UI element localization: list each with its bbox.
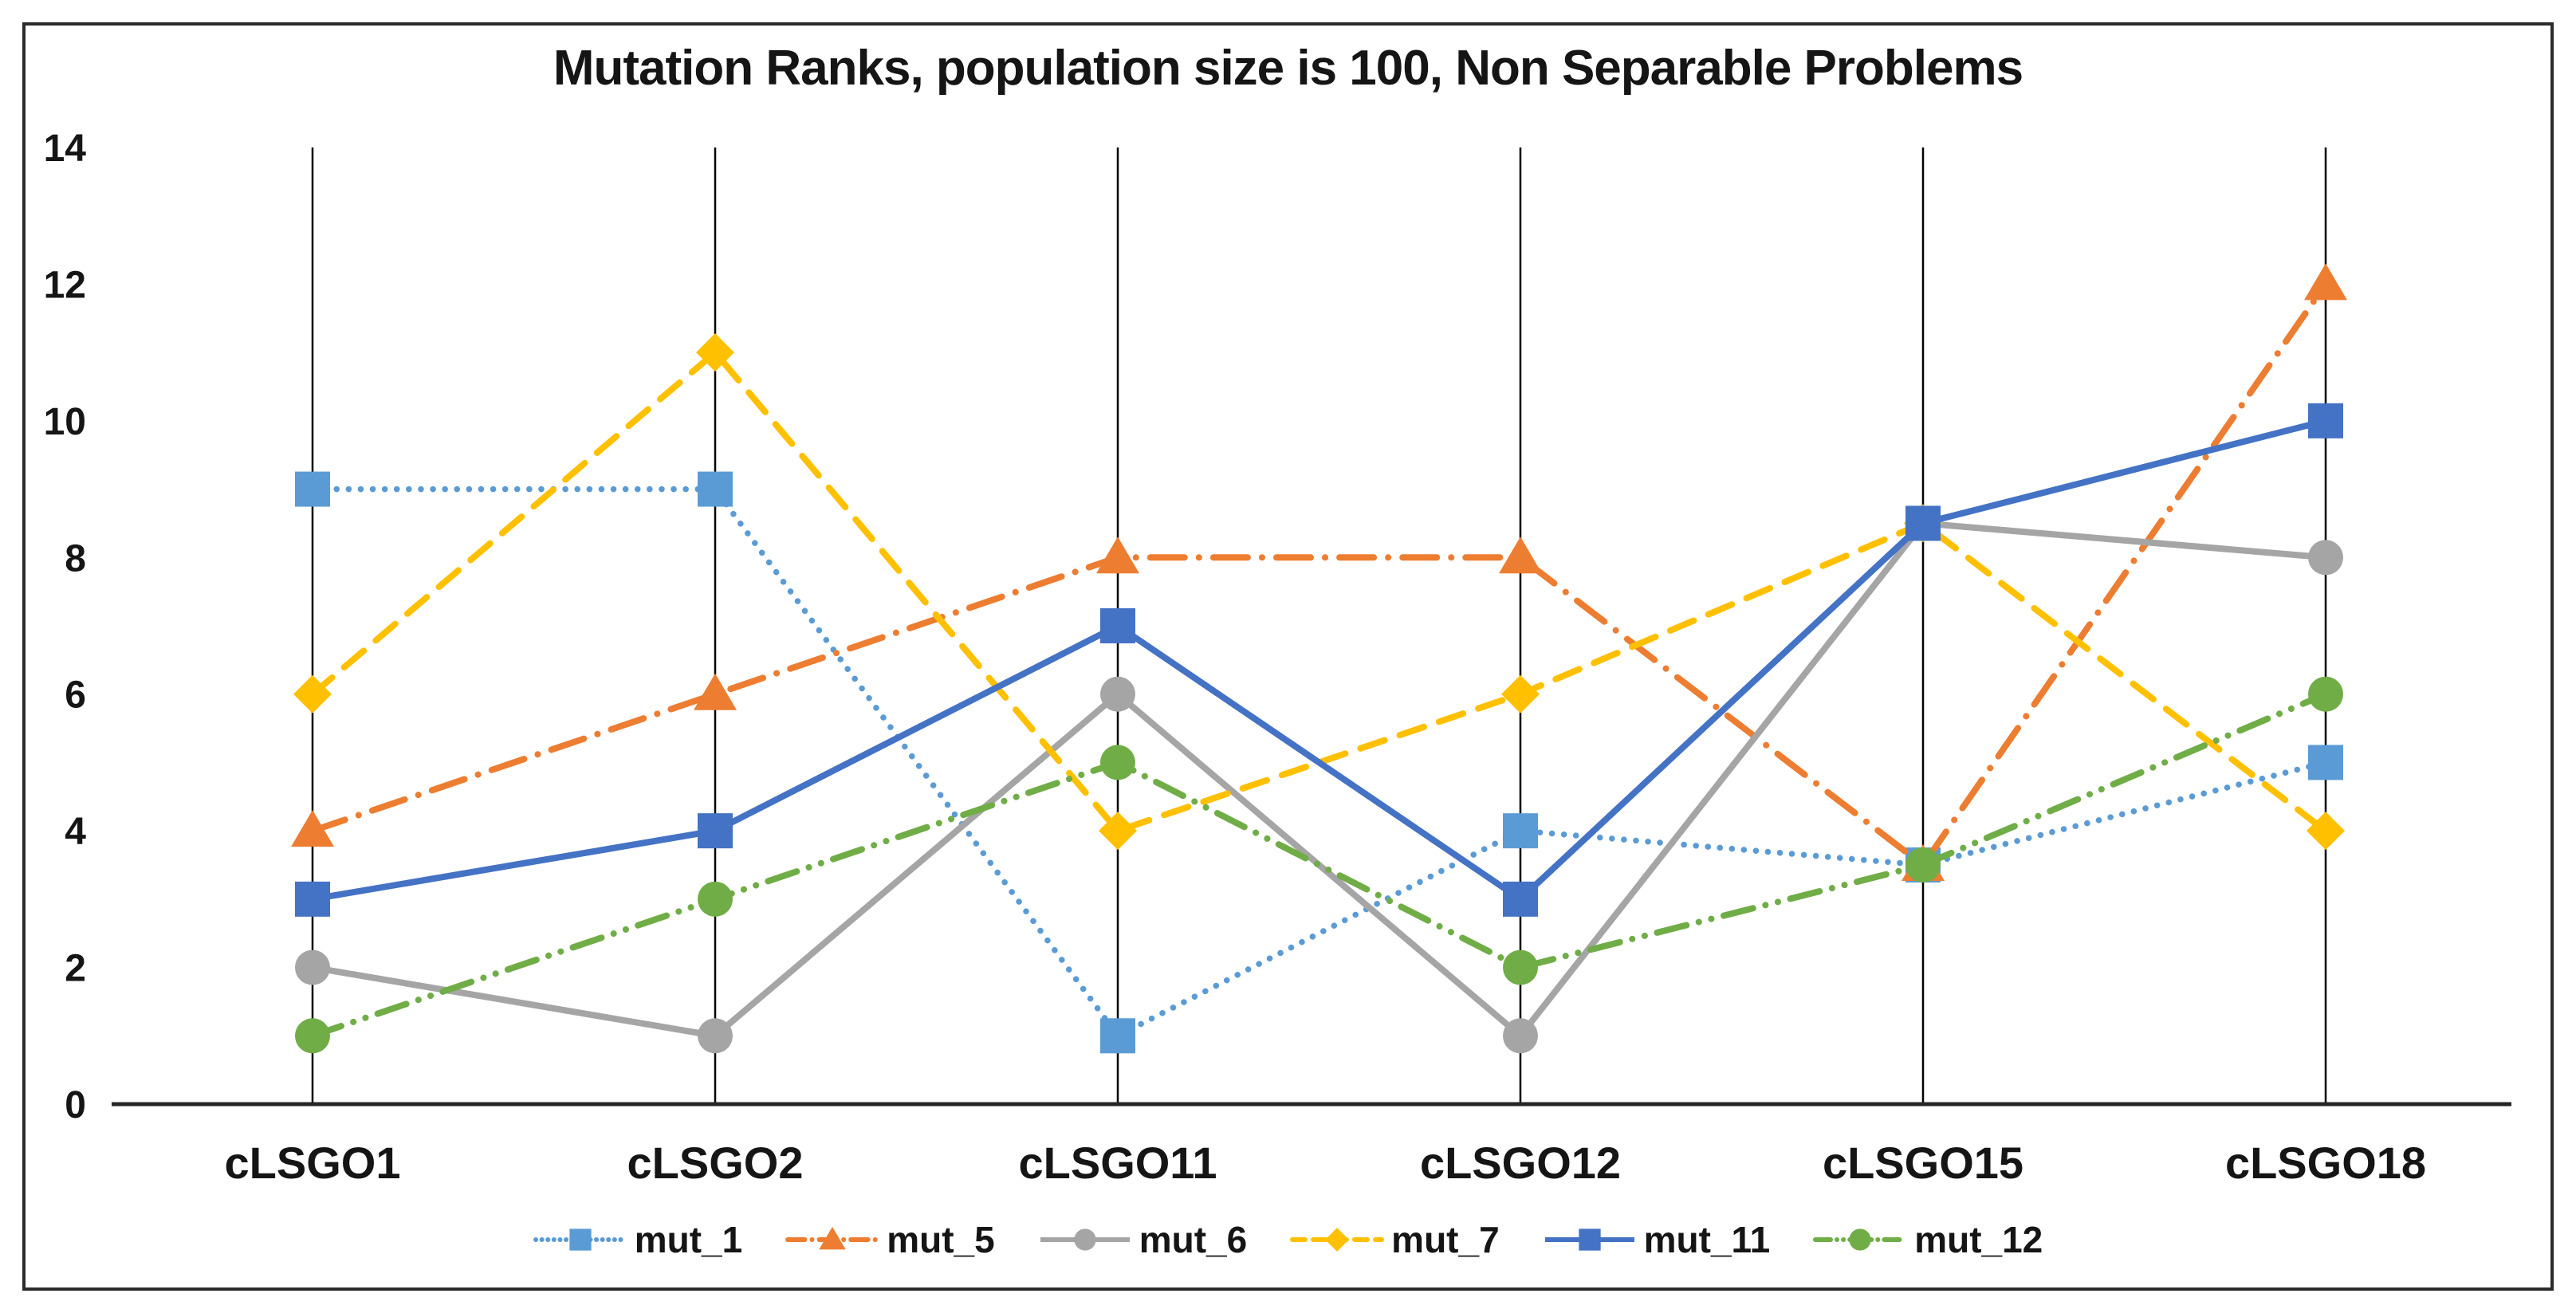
y-tick-label-10: 10 bbox=[44, 401, 86, 443]
marker-mut_11-cLSGO15 bbox=[1905, 505, 1941, 541]
marker-mut_6-cLSGO11 bbox=[1100, 676, 1135, 712]
marker-mut_1-cLSGO1 bbox=[295, 471, 330, 507]
marker-mut_1-cLSGO18 bbox=[2308, 745, 2343, 780]
legend-label-mut_11: mut_11 bbox=[1643, 1219, 1771, 1260]
legend-item-mut_7: mut_7 bbox=[1290, 1218, 1500, 1261]
marker-mut_7-cLSGO18 bbox=[2307, 812, 2345, 851]
legend-marker-mut_6 bbox=[1074, 1228, 1096, 1251]
marker-mut_5-cLSGO18 bbox=[2304, 263, 2347, 301]
y-tick-label-12: 12 bbox=[44, 264, 86, 306]
legend-swatch-mut_1 bbox=[533, 1228, 627, 1251]
marker-mut_5-cLSGO12 bbox=[1499, 537, 1542, 574]
marker-mut_12-cLSGO2 bbox=[698, 881, 733, 917]
legend-swatch-mut_7 bbox=[1290, 1228, 1385, 1252]
legend-marker-mut_1 bbox=[569, 1228, 592, 1251]
legend-label-mut_7: mut_7 bbox=[1391, 1219, 1500, 1260]
legend-marker-mut_12 bbox=[1849, 1228, 1871, 1251]
y-tick-label-4: 4 bbox=[65, 811, 86, 853]
legend-marker-mut_7 bbox=[1325, 1228, 1350, 1252]
legend-item-mut_12: mut_12 bbox=[1813, 1218, 2043, 1261]
category-label-cLSGO18: cLSGO18 bbox=[2225, 1138, 2426, 1188]
marker-mut_12-cLSGO15 bbox=[1905, 847, 1941, 883]
marker-mut_11-cLSGO1 bbox=[295, 881, 330, 917]
legend-swatch-mut_11 bbox=[1544, 1228, 1634, 1251]
category-label-cLSGO1: cLSGO1 bbox=[225, 1138, 401, 1188]
y-tick-label-8: 8 bbox=[65, 537, 86, 580]
legend-marker-mut_5 bbox=[819, 1226, 846, 1250]
legend-label-mut_6: mut_6 bbox=[1139, 1219, 1248, 1260]
y-tick-label-6: 6 bbox=[65, 674, 86, 717]
marker-mut_11-cLSGO12 bbox=[1503, 881, 1538, 917]
legend-item-mut_11: mut_11 bbox=[1543, 1218, 1771, 1261]
legend: mut_1 mut_5 mut_6 mut_7 mut_11 mut_12 bbox=[0, 1218, 2576, 1261]
y-tick-label-14: 14 bbox=[44, 128, 87, 170]
marker-mut_12-cLSGO1 bbox=[295, 1018, 330, 1054]
marker-mut_12-cLSGO11 bbox=[1100, 745, 1135, 780]
series-line-mut_11 bbox=[312, 417, 2326, 903]
marker-mut_11-cLSGO2 bbox=[698, 813, 733, 849]
marker-mut_1-cLSGO12 bbox=[1503, 813, 1538, 849]
y-tick-label-0: 0 bbox=[65, 1084, 86, 1126]
marker-mut_6-cLSGO12 bbox=[1503, 1018, 1538, 1054]
legend-item-mut_5: mut_5 bbox=[785, 1218, 995, 1261]
marker-mut_11-cLSGO11 bbox=[1100, 608, 1135, 643]
marker-mut_6-cLSGO1 bbox=[295, 949, 330, 985]
y-tick-label-2: 2 bbox=[65, 948, 86, 990]
legend-item-mut_6: mut_6 bbox=[1038, 1218, 1247, 1261]
marker-mut_6-cLSGO2 bbox=[698, 1018, 733, 1054]
category-label-cLSGO12: cLSGO12 bbox=[1420, 1138, 1621, 1188]
legend-label-mut_12: mut_12 bbox=[1914, 1219, 2043, 1260]
legend-swatch-mut_5 bbox=[785, 1226, 880, 1250]
marker-mut_12-cLSGO12 bbox=[1503, 949, 1538, 985]
category-label-cLSGO2: cLSGO2 bbox=[627, 1138, 804, 1188]
marker-mut_7-cLSGO2 bbox=[696, 333, 734, 372]
category-label-cLSGO15: cLSGO15 bbox=[1823, 1138, 2023, 1188]
marker-mut_6-cLSGO18 bbox=[2308, 540, 2343, 576]
legend-swatch-mut_6 bbox=[1040, 1228, 1130, 1251]
chart-title: Mutation Ranks, population size is 100, … bbox=[553, 41, 2023, 96]
legend-label-mut_1: mut_1 bbox=[634, 1219, 743, 1260]
series-line-mut_1 bbox=[309, 485, 2329, 1040]
series-line-mut_5 bbox=[309, 281, 2329, 870]
marker-mut_5-cLSGO11 bbox=[1096, 537, 1139, 574]
marker-mut_5-cLSGO2 bbox=[694, 673, 737, 710]
marker-mut_1-cLSGO11 bbox=[1100, 1018, 1135, 1054]
marker-mut_7-cLSGO12 bbox=[1501, 674, 1540, 714]
category-label-cLSGO11: cLSGO11 bbox=[1018, 1138, 1217, 1188]
marker-mut_11-cLSGO18 bbox=[2308, 403, 2343, 438]
legend-swatch-mut_12 bbox=[1813, 1228, 1908, 1251]
series-line-mut_12 bbox=[309, 690, 2329, 1040]
marker-mut_7-cLSGO11 bbox=[1099, 812, 1137, 851]
legend-label-mut_5: mut_5 bbox=[887, 1219, 995, 1260]
chart-border-frame bbox=[22, 22, 2554, 1291]
marker-mut_7-cLSGO1 bbox=[293, 674, 332, 714]
marker-mut_12-cLSGO18 bbox=[2308, 676, 2343, 712]
legend-marker-mut_11 bbox=[1579, 1228, 1601, 1251]
legend-item-mut_1: mut_1 bbox=[533, 1218, 742, 1261]
marker-mut_1-cLSGO2 bbox=[698, 471, 733, 507]
marker-mut_5-cLSGO1 bbox=[291, 810, 334, 847]
